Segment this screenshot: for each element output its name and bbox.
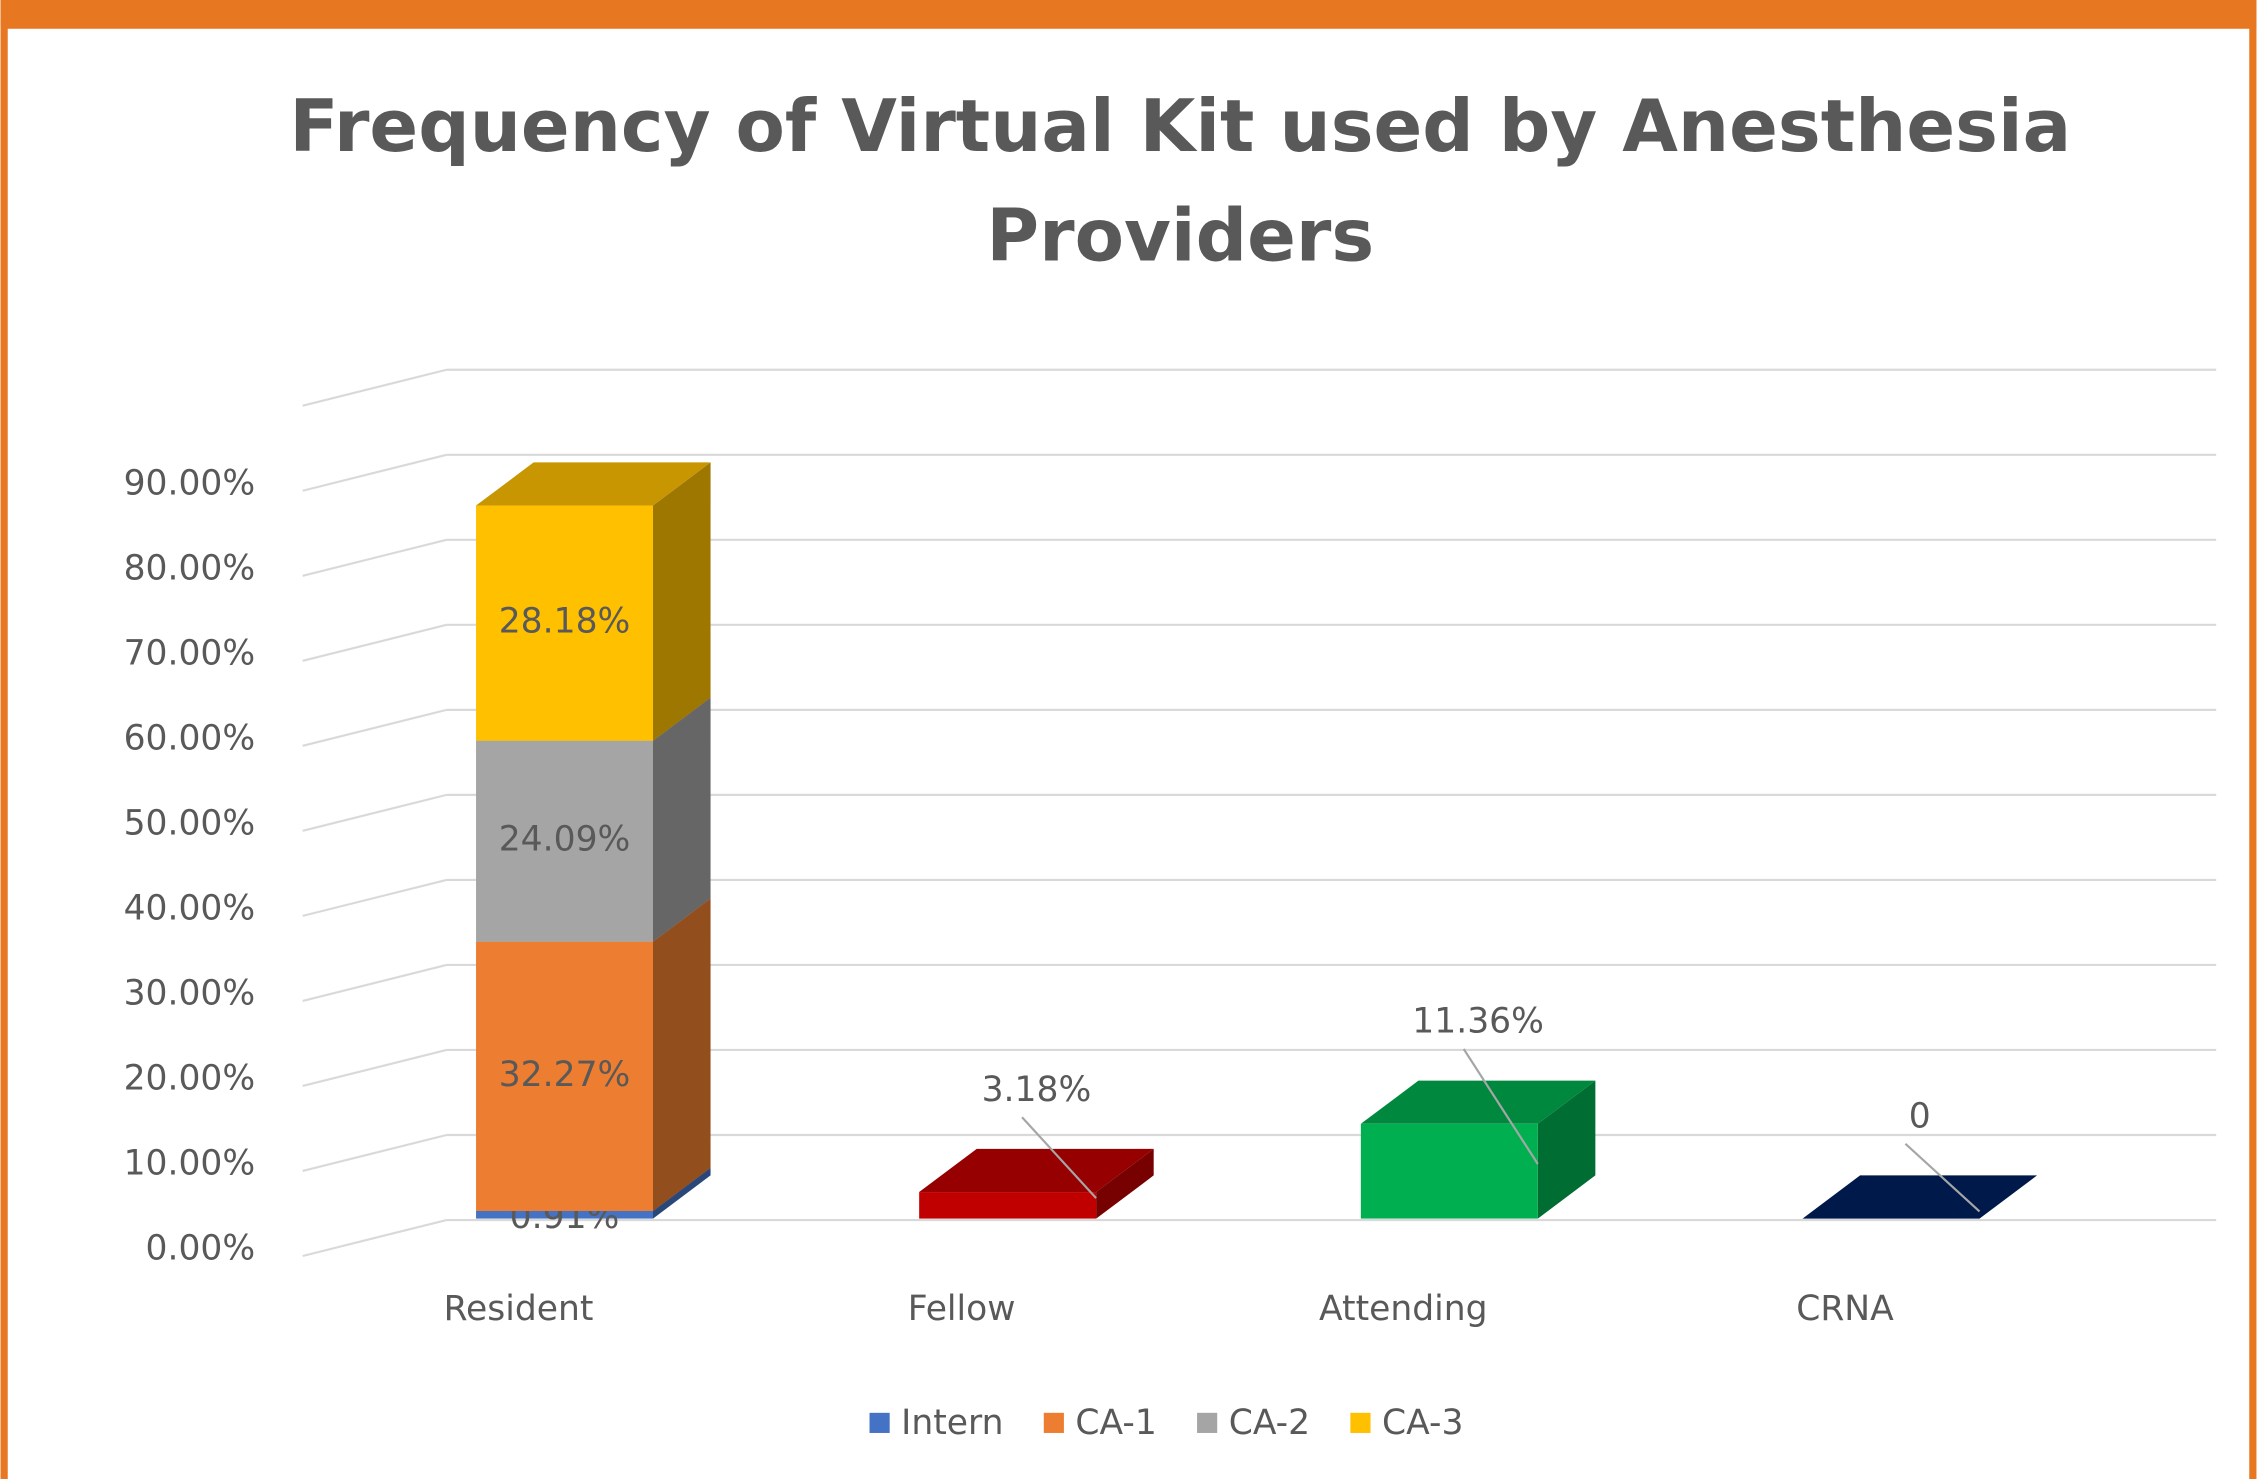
bar-top (1802, 1175, 2038, 1219)
grid-line-side (302, 453, 447, 492)
y-tick-label: 40.00% (124, 889, 256, 929)
legend-swatch (1350, 1412, 1371, 1433)
data-label: 11.36% (1412, 1002, 1544, 1042)
grid-line-side (302, 623, 447, 662)
data-label: 3.18% (982, 1070, 1092, 1110)
y-tick-label: 60.00% (124, 719, 256, 759)
bar (1360, 1123, 1538, 1219)
grid-line-side (302, 963, 447, 1002)
legend-swatch (1043, 1412, 1064, 1433)
left-border (0, 0, 8, 1479)
y-tick-label: 0.00% (146, 1229, 256, 1269)
leader-line (1462, 1048, 1539, 1165)
y-tick-label: 80.00% (124, 549, 256, 589)
grid-line-side (302, 1218, 447, 1258)
x-tick-label: CRNA (1796, 1289, 1894, 1329)
x-tick-label: Attending (1319, 1289, 1487, 1329)
bar-side (653, 898, 711, 1211)
bar (476, 941, 654, 1211)
title-box: Frequency of Virtual Kit used by Anesthe… (289, 84, 2072, 278)
legend-label: CA-2 (1229, 1403, 1310, 1443)
chart-title: Frequency of Virtual Kit used by Anesthe… (289, 84, 2072, 278)
data-label: 28.18% (499, 602, 631, 642)
bar-top (476, 462, 711, 506)
y-tick-label: 90.00% (124, 463, 256, 503)
grid-line-side (302, 708, 447, 747)
x-tick-label: Resident (444, 1289, 594, 1329)
data-label: 32.27% (499, 1055, 631, 1095)
legend-label: CA-1 (1075, 1403, 1156, 1443)
y-tick-label: 30.00% (124, 974, 256, 1014)
legend-label: CA-3 (1382, 1403, 1463, 1443)
legend-swatch (869, 1412, 890, 1433)
bar-side (653, 697, 711, 942)
bar-top (919, 1148, 1154, 1193)
bar (476, 1210, 654, 1219)
grid-line-side (302, 538, 447, 577)
grid-line-side (302, 1133, 447, 1173)
bar-side (653, 1167, 711, 1219)
bar-side (653, 462, 711, 741)
leader-line (1904, 1142, 1981, 1213)
bar (919, 1192, 1097, 1219)
grid-line-side (302, 1048, 447, 1087)
y-tick-label: 10.00% (124, 1144, 256, 1184)
grid-line-side (302, 793, 447, 832)
legend-swatch (1197, 1412, 1218, 1433)
grid-line-side (302, 878, 447, 917)
legend-label: Intern (901, 1403, 1003, 1443)
bar (476, 740, 654, 942)
x-tick-label: Fellow (908, 1289, 1016, 1329)
bar-side (1537, 1080, 1596, 1219)
top-band (0, 0, 2257, 29)
y-tick-label: 20.00% (124, 1059, 256, 1099)
data-label: 24.09% (499, 820, 631, 860)
y-tick-label: 70.00% (124, 634, 256, 674)
data-label: 0 (1909, 1096, 1931, 1136)
leader-line (1021, 1116, 1097, 1199)
bar-side (1096, 1148, 1154, 1219)
grid-line-side (302, 368, 447, 407)
bar (476, 505, 654, 741)
y-tick-label: 50.00% (124, 804, 256, 844)
bar-top (1360, 1080, 1596, 1124)
right-border (2249, 0, 2257, 1479)
